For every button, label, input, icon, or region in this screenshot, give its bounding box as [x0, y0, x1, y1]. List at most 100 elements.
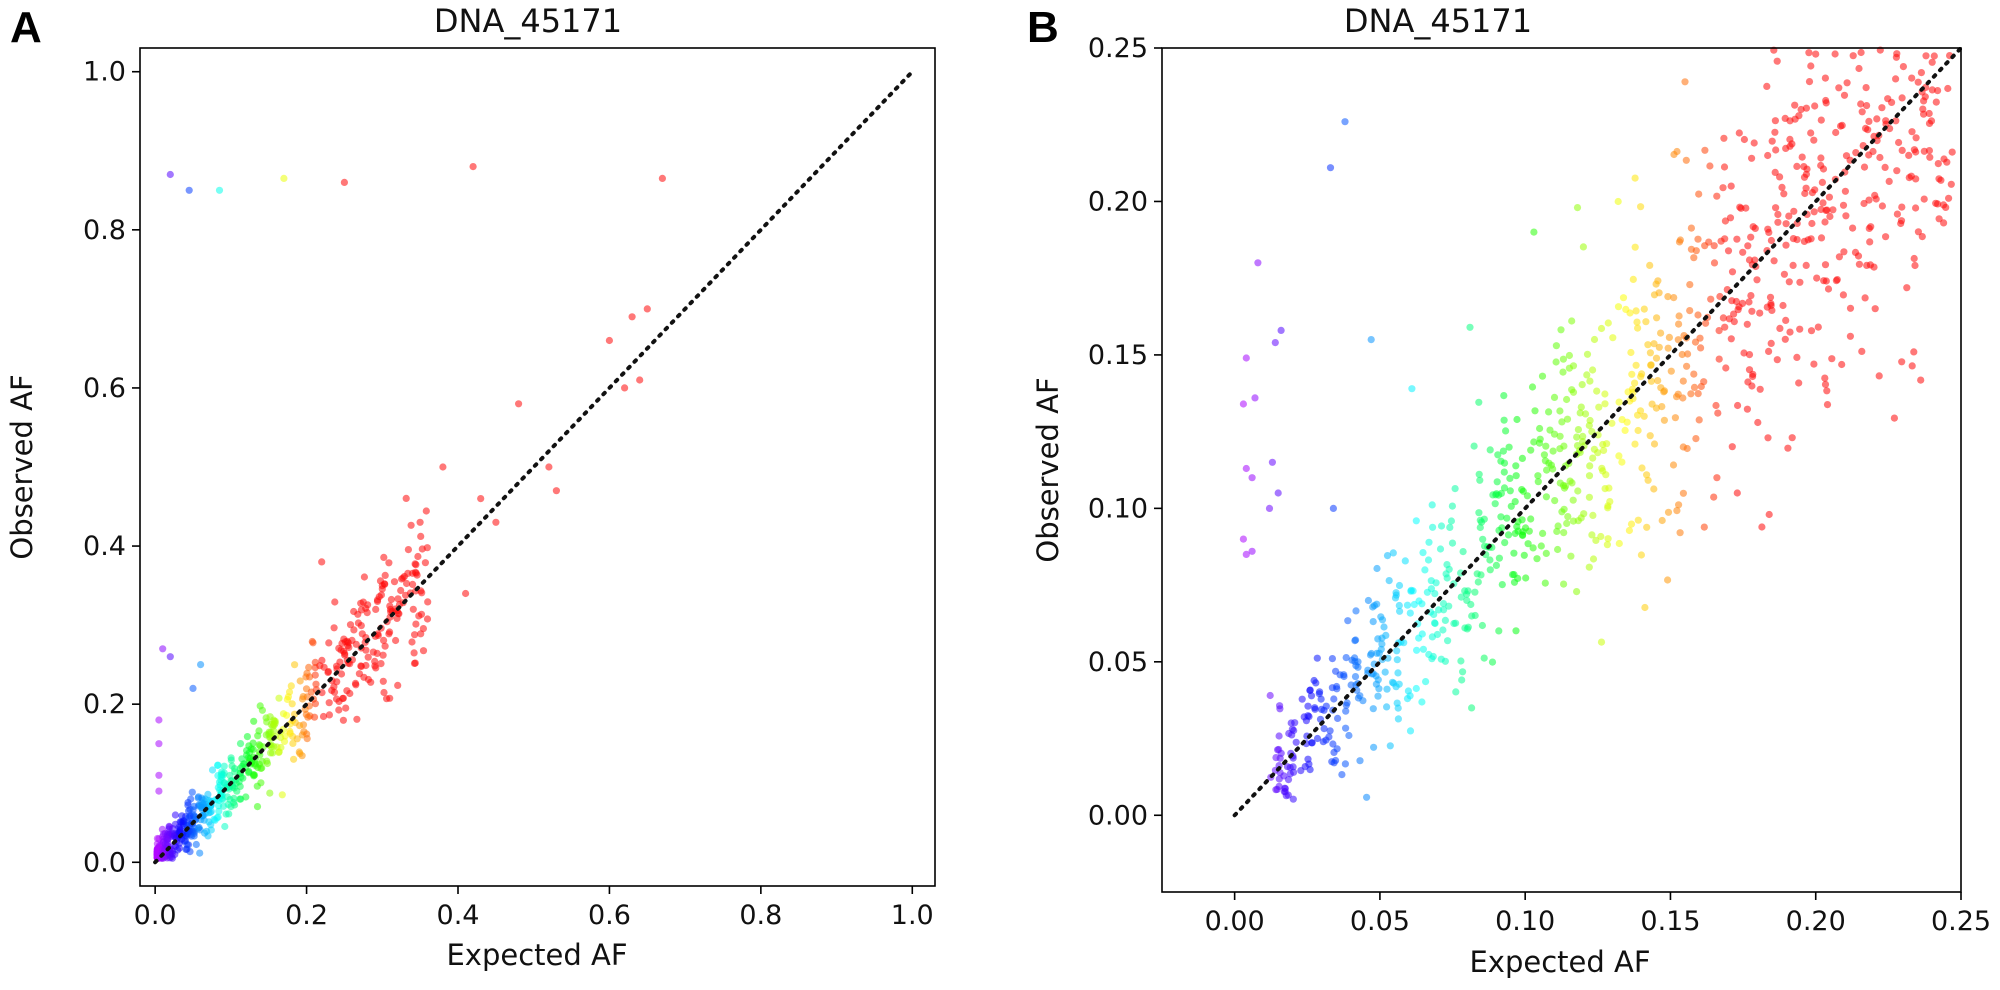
panel-b-data-point [1851, 248, 1860, 256]
panel-b-data-point [1886, 125, 1894, 133]
panel-b-data-point [1518, 454, 1526, 462]
panel-b-data-point [1493, 478, 1501, 486]
panel-b-data-point [1634, 426, 1642, 435]
panel-b-data-point [1679, 489, 1687, 497]
panel-b-plot-frame [1161, 47, 1962, 893]
panel-b-data-point [1776, 324, 1784, 332]
panel-b-data-point [1326, 727, 1334, 735]
panel-b-data-point [1690, 254, 1698, 262]
panel-b-data-point [1277, 326, 1285, 334]
panel-b-data-point [1542, 442, 1550, 450]
panel-b-data-point [1589, 366, 1597, 374]
panel-b-data-point [1566, 477, 1574, 485]
panel-b-data-point [1910, 254, 1918, 263]
panel-b-data-point [1643, 523, 1651, 531]
panel-b-data-point [1333, 685, 1341, 693]
panel-b-data-point [1326, 164, 1335, 172]
panel-b-data-point [1773, 356, 1781, 364]
panel-a-data-point [308, 637, 316, 646]
panel-b-data-point [1939, 201, 1948, 209]
panel-a-data-point [390, 578, 399, 586]
panel-b-data-point [1628, 385, 1637, 393]
panel-b-data-point [1593, 387, 1601, 395]
panel-b-data-point [1431, 619, 1439, 628]
panel-b-data-point [1564, 513, 1572, 521]
panel-b-data-point [1292, 738, 1300, 746]
panel-b-data-point [1568, 317, 1576, 325]
panel-b-data-point [1724, 247, 1733, 255]
panel-b-data-point [1289, 763, 1297, 771]
panel-a-data-point [362, 661, 370, 670]
panel-b-data-point [1520, 551, 1528, 559]
panel-b-data-point [1545, 459, 1553, 467]
panel-b-data-point [1810, 360, 1818, 368]
panel-b-data-point [1494, 451, 1502, 459]
panel-b-data-point [1646, 261, 1654, 269]
panel-a-data-point [305, 663, 313, 672]
panel-b-data-point [1631, 440, 1639, 448]
panel-b-data-point [1441, 616, 1449, 625]
panel-b-data-point [1585, 563, 1593, 571]
panel-b-data-point [1835, 84, 1843, 92]
panel-b-data-point [1921, 93, 1929, 101]
panel-b-data-point [1768, 137, 1776, 145]
panel-b-data-point [1406, 727, 1415, 735]
panel-b-data-point [1588, 531, 1596, 539]
panel-b-data-point [1281, 784, 1289, 792]
panel-b-data-point [1558, 418, 1566, 426]
panel-a-data-point [155, 740, 163, 748]
panel-b-data-point [1810, 136, 1818, 144]
panel-b-data-point [1802, 104, 1810, 112]
panel-a-reference-line [153, 69, 915, 865]
panel-a-data-point [215, 186, 224, 194]
panel-b-data-point [1373, 564, 1381, 573]
panel-b-data-point [1500, 392, 1508, 400]
panel-b-data-point [1529, 544, 1537, 552]
panel-b-data-point [1315, 690, 1323, 698]
panel-b-data-point [1419, 645, 1427, 653]
panel-b-data-point [1730, 318, 1738, 326]
panel-b-data-point [1832, 128, 1840, 137]
panel-a-data-point [393, 614, 401, 623]
panel-b-y-tick-label: 0.10 [1088, 493, 1148, 524]
panel-b-data-point [1543, 466, 1551, 474]
panel-b-data-point [1513, 415, 1521, 424]
panel-a-data-point [364, 653, 372, 661]
panel-b-data-point [1328, 655, 1336, 663]
panel-b-data-point [1557, 326, 1565, 334]
panel-b-data-point [1908, 74, 1916, 82]
panel-a-data-point [296, 677, 304, 685]
panel-b-data-point [1345, 731, 1353, 740]
panel-b-data-point [1927, 117, 1936, 125]
panel-b-data-point [1802, 261, 1810, 269]
panel-b-data-point [1690, 370, 1698, 378]
panel-a-data-point [410, 649, 418, 657]
panel-b-data-point [1567, 552, 1575, 560]
panel-b-data-point [1383, 552, 1392, 560]
panel-b-data-point [1618, 458, 1626, 466]
panel-b-data-point [1643, 471, 1651, 479]
panel-b-data-point [1239, 535, 1247, 543]
panel-b-data-point [1800, 163, 1808, 171]
panel-b-data-point [1568, 386, 1576, 394]
panel-b-data-point [1549, 447, 1557, 455]
panel-b-data-point [1840, 91, 1849, 99]
panel-b-data-point [1569, 362, 1578, 370]
panel-b-data-point [1377, 613, 1385, 621]
panel-b-data-point [1408, 385, 1416, 393]
panel-b-title: DNA_45171 [1344, 2, 1532, 40]
panel-a-data-point [289, 739, 297, 748]
panel-a-data-point [194, 793, 203, 801]
panel-b-data-point [1789, 235, 1797, 243]
panel-a-data-point [249, 739, 257, 747]
panel-a-data-point [249, 745, 257, 754]
panel-b-data-point [1506, 487, 1514, 495]
panel-b-data-point [1750, 139, 1758, 147]
panel-b-data-point [1732, 297, 1740, 306]
panel-a-data-point [605, 336, 614, 345]
panel-b-data-point [1898, 94, 1906, 102]
panel-b-data-point [1464, 623, 1472, 631]
panel-b-data-point [1697, 344, 1705, 352]
panel-b-data-point [1647, 361, 1655, 369]
